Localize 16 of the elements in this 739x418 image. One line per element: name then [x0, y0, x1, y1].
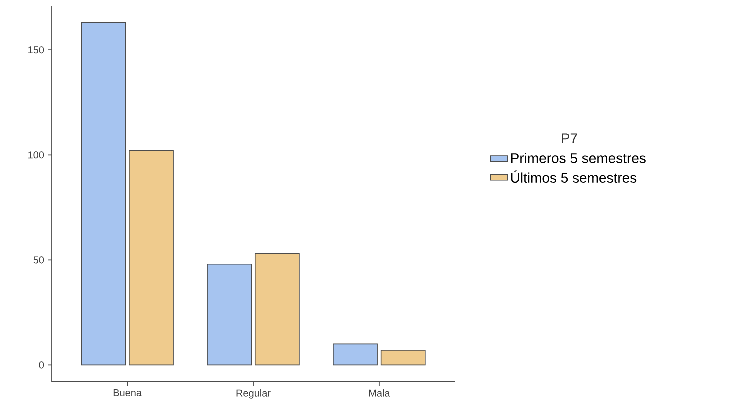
x-tick-label: Regular — [236, 390, 271, 399]
bar — [129, 150, 174, 366]
y-tick-label: 0 — [39, 362, 44, 369]
bar — [333, 344, 378, 366]
bar — [380, 350, 426, 366]
legend-label: Primeros 5 semestres — [511, 153, 646, 164]
bar — [254, 253, 300, 366]
y-tick-label: 100 — [28, 152, 44, 159]
x-tick-label: Mala — [369, 390, 390, 397]
legend-title: P7 — [562, 134, 578, 144]
y-tick-label: 150 — [28, 46, 44, 54]
y-tick-label: 50 — [34, 256, 44, 264]
bar — [81, 22, 126, 366]
bar — [207, 264, 252, 366]
x-tick-label: Buena — [114, 390, 142, 397]
legend-label: Últimos 5 semestres — [511, 170, 637, 184]
